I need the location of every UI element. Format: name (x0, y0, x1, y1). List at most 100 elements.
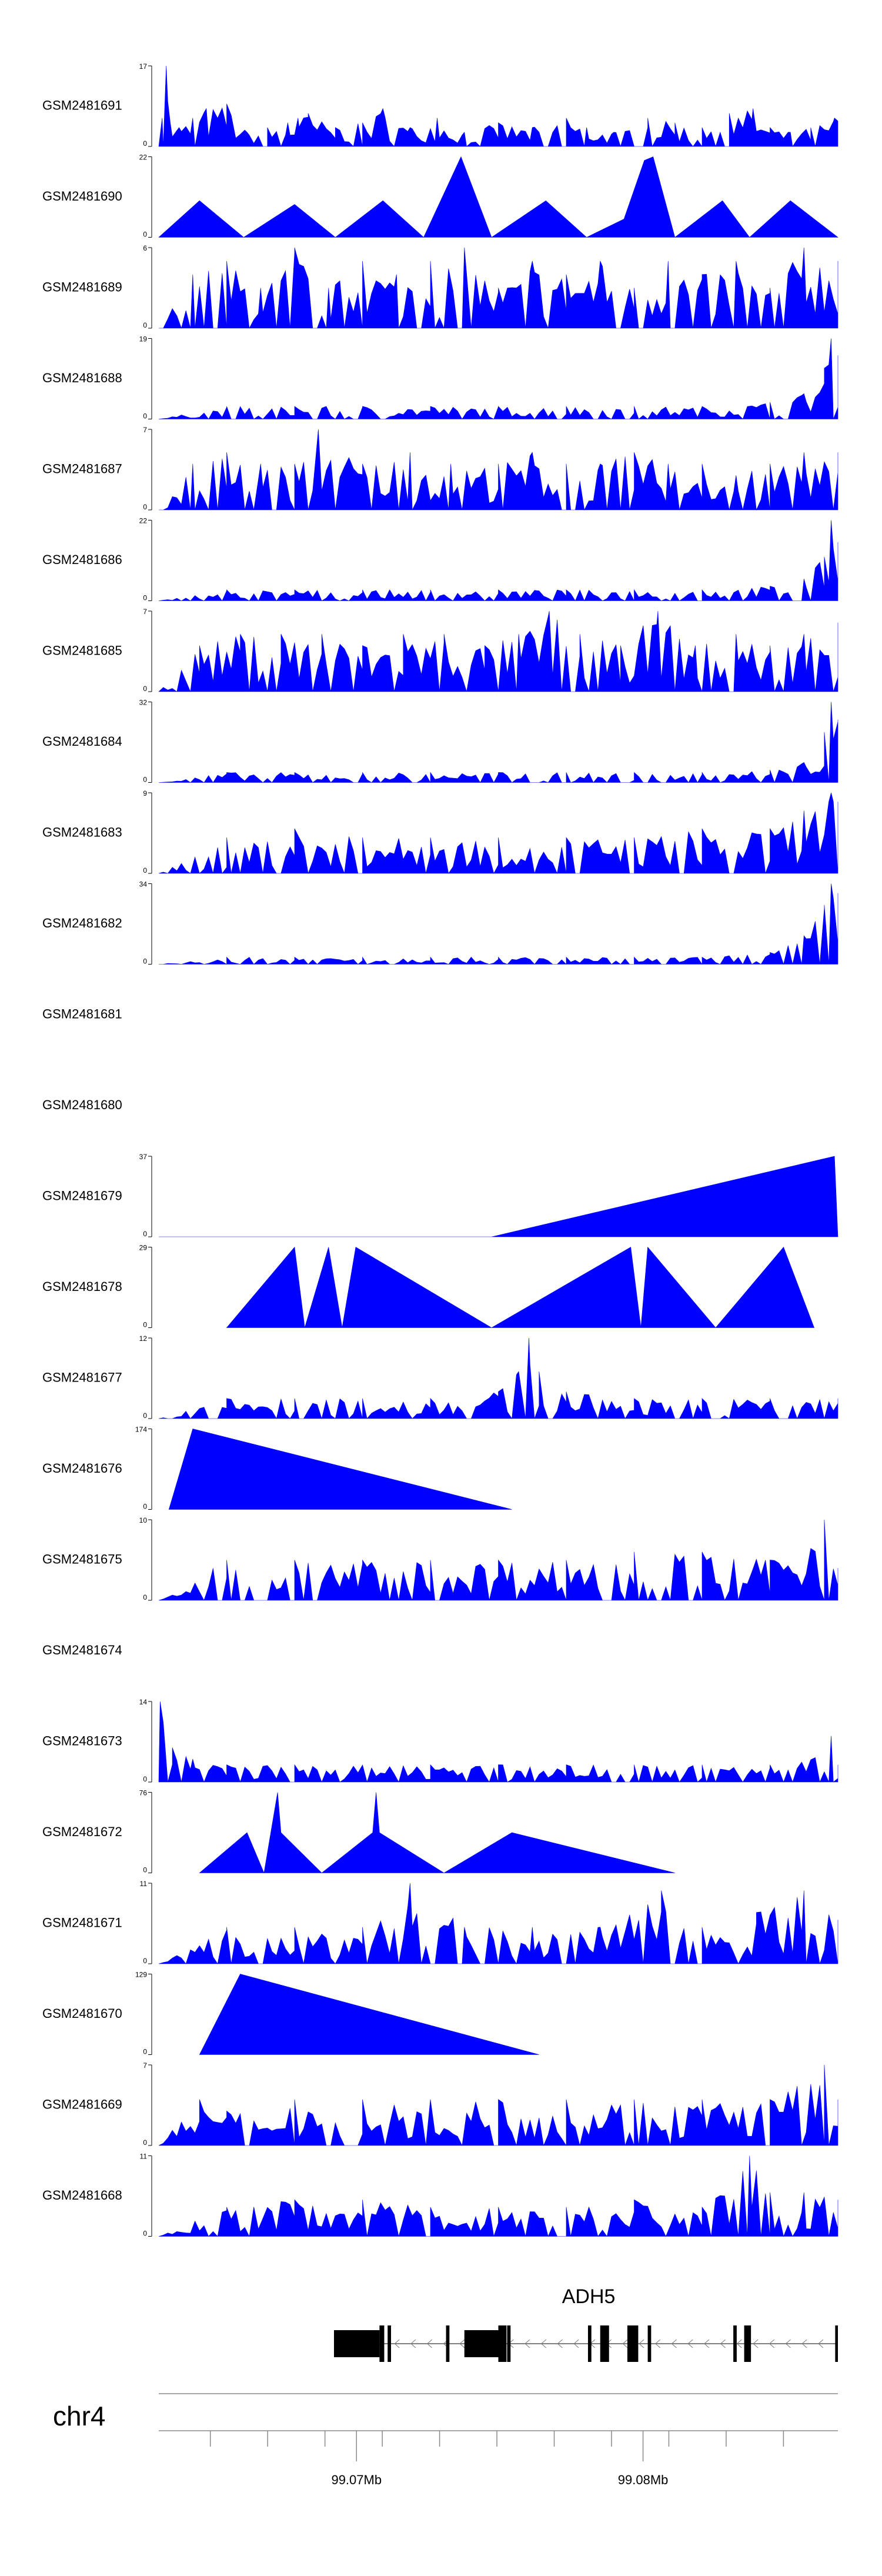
sample-label-GSM2481668: GSM2481668 (42, 2188, 122, 2203)
strand-arrow-icon (818, 2339, 824, 2348)
exon-13 (835, 2325, 838, 2362)
strand-arrow-icon (557, 2339, 563, 2348)
y-max-label-GSM2481688: 19 (139, 335, 148, 343)
sample-label-GSM2481675: GSM2481675 (42, 1551, 122, 1566)
strand-arrow-icon (394, 2339, 400, 2348)
coverage-area-GSM2481689 (159, 247, 838, 329)
exon-2 (387, 2325, 392, 2362)
coverage-area-GSM2481682 (159, 883, 838, 965)
strand-arrow-icon (720, 2339, 726, 2348)
exon-1 (379, 2325, 385, 2362)
coverage-area-GSM2481678 (226, 1246, 815, 1328)
y-max-label-GSM2481670: 129 (135, 1971, 147, 1979)
sample-label-GSM2481676: GSM2481676 (42, 1461, 122, 1476)
coverage-area-GSM2481690 (158, 156, 838, 238)
sample-label-GSM2481684: GSM2481684 (42, 734, 122, 749)
sample-label-GSM2481680: GSM2481680 (42, 1097, 122, 1112)
sample-label-GSM2481687: GSM2481687 (42, 461, 122, 476)
exon-10 (647, 2325, 652, 2362)
y-zero-label-GSM2481678: 0 (143, 1321, 147, 1329)
coverage-area-GSM2481686 (158, 520, 838, 602)
y-zero-label-GSM2481673: 0 (143, 1775, 147, 1783)
sample-label-GSM2481678: GSM2481678 (42, 1279, 122, 1294)
sample-label-GSM2481682: GSM2481682 (42, 916, 122, 930)
strand-arrow-icon (540, 2339, 547, 2348)
strand-arrow-icon (655, 2339, 661, 2348)
sample-label-GSM2481670: GSM2481670 (42, 2006, 122, 2021)
sample-label-GSM2481673: GSM2481673 (42, 1733, 122, 1748)
y-zero-label-GSM2481687: 0 (143, 503, 147, 511)
exon-12 (744, 2325, 751, 2362)
strand-arrow-icon (459, 2339, 465, 2348)
coverage-area-GSM2481679 (159, 1156, 838, 1237)
strand-arrow-icon (687, 2339, 693, 2348)
sample-label-GSM2481689: GSM2481689 (42, 279, 122, 294)
y-zero-label-GSM2481682: 0 (143, 957, 147, 966)
y-max-label-GSM2481677: 12 (139, 1334, 148, 1343)
sample-label-GSM2481681: GSM2481681 (42, 1006, 122, 1021)
y-zero-label-GSM2481669: 0 (143, 2138, 147, 2147)
exon-6 (507, 2325, 511, 2362)
coverage-area-GSM2481691 (158, 65, 838, 148)
strand-arrow-icon (785, 2339, 791, 2348)
sample-label-GSM2481677: GSM2481677 (42, 1370, 122, 1384)
strand-arrow-icon (769, 2339, 775, 2348)
y-max-label-GSM2481683: 9 (143, 789, 147, 798)
strand-arrow-icon (801, 2339, 807, 2348)
y-max-label-GSM2481676: 174 (135, 1426, 147, 1434)
exon-8 (600, 2325, 609, 2362)
strand-arrow-icon (639, 2339, 644, 2348)
sample-label-GSM2481679: GSM2481679 (42, 1188, 122, 1203)
coverage-area-GSM2481676 (168, 1429, 512, 1510)
coverage-area-GSM2481677 (158, 1337, 838, 1420)
coverage-area-GSM2481687 (159, 429, 838, 511)
strand-arrow-icon (622, 2339, 628, 2348)
y-max-label-GSM2481671: 11 (140, 1880, 148, 1888)
y-max-label-GSM2481668: 11 (140, 2153, 148, 2161)
y-zero-label-GSM2481691: 0 (143, 139, 147, 148)
y-zero-label-GSM2481688: 0 (143, 412, 147, 421)
coverage-area-GSM2481672 (199, 1792, 675, 1874)
y-zero-label-GSM2481690: 0 (143, 231, 147, 239)
y-zero-label-GSM2481685: 0 (143, 685, 147, 693)
y-max-label-GSM2481686: 22 (139, 517, 148, 525)
coverage-area-GSM2481675 (158, 1519, 838, 1601)
y-max-label-GSM2481684: 32 (139, 699, 148, 707)
strand-arrow-icon (753, 2339, 759, 2348)
axis-tick-label: 99.07Mb (331, 2472, 382, 2487)
exon-5 (498, 2325, 507, 2362)
coverage-area-GSM2481688 (158, 338, 838, 420)
y-zero-label-GSM2481672: 0 (143, 1866, 147, 1874)
strand-arrow-icon (671, 2339, 677, 2348)
gene-label-ADH5: ADH5 (562, 2285, 616, 2308)
y-max-label-GSM2481678: 29 (139, 1244, 148, 1252)
y-max-label-GSM2481679: 37 (139, 1153, 148, 1161)
sample-label-GSM2481672: GSM2481672 (42, 1824, 122, 1839)
chromosome-label: chr4 (53, 2401, 105, 2431)
exon-4 (464, 2330, 499, 2357)
strand-arrow-icon (524, 2339, 530, 2348)
sample-label-GSM2481671: GSM2481671 (42, 1915, 122, 1930)
y-max-label-GSM2481673: 14 (139, 1698, 148, 1706)
coverage-area-GSM2481670 (199, 1974, 539, 2055)
y-zero-label-GSM2481684: 0 (143, 776, 147, 784)
y-zero-label-GSM2481689: 0 (143, 321, 147, 329)
y-zero-label-GSM2481676: 0 (143, 1503, 147, 1511)
y-zero-label-GSM2481668: 0 (143, 2230, 147, 2238)
y-max-label-GSM2481672: 76 (139, 1789, 148, 1797)
coverage-area-GSM2481684 (158, 702, 838, 783)
y-zero-label-GSM2481679: 0 (143, 1230, 147, 1238)
sample-label-GSM2481691: GSM2481691 (42, 98, 122, 112)
exon-3 (446, 2325, 450, 2362)
coverage-area-GSM2481685 (158, 610, 838, 693)
exon-0 (333, 2330, 380, 2357)
coverage-area-GSM2481673 (158, 1701, 838, 1783)
coverage-area-GSM2481668 (158, 2155, 838, 2237)
y-max-label-GSM2481675: 10 (139, 1516, 148, 1524)
strand-arrow-icon (426, 2339, 433, 2348)
coverage-area-GSM2481671 (158, 1883, 838, 1964)
y-zero-label-GSM2481686: 0 (143, 594, 147, 602)
y-max-label-GSM2481691: 17 (139, 62, 148, 71)
y-max-label-GSM2481687: 7 (143, 426, 147, 434)
